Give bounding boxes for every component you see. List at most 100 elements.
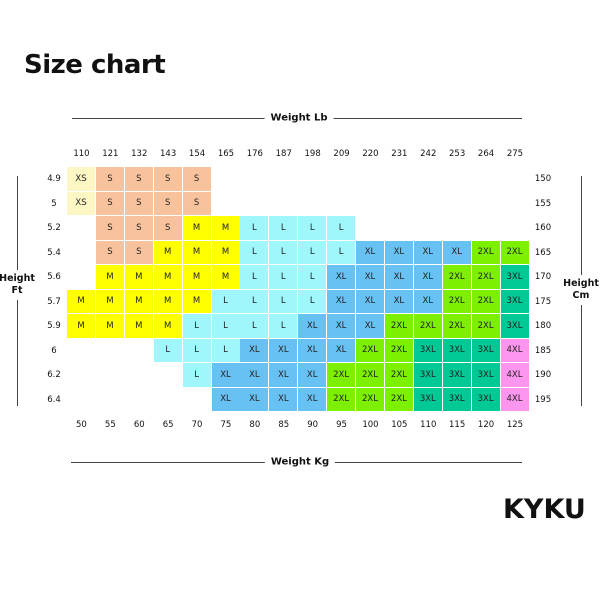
size-cell: XS — [67, 167, 95, 191]
size-cell: XL — [298, 363, 327, 387]
weight-kg-tick: 50 — [76, 420, 87, 430]
size-cell: XL — [298, 338, 327, 362]
weight-lb-tick: 132 — [131, 149, 148, 159]
weight-lb-tick: 220 — [362, 149, 379, 159]
size-cell: 3XL — [500, 265, 529, 289]
size-cell: M — [182, 289, 211, 313]
size-cell: M — [153, 314, 182, 338]
weight-lb-tick: 275 — [506, 149, 524, 159]
weight-kg-tick: 100 — [362, 420, 379, 430]
size-cell: S — [124, 167, 153, 191]
size-cell: XL — [211, 363, 240, 387]
size-cell: S — [95, 240, 124, 264]
weight-kg-tick: 85 — [278, 420, 290, 430]
size-cell: L — [240, 314, 269, 338]
size-cell: XL — [356, 265, 384, 289]
size-cell: XL — [240, 387, 269, 411]
size-cell: L — [211, 289, 240, 313]
size-cell: S — [95, 191, 124, 215]
height-cm-tick: 150 — [534, 174, 552, 185]
size-cell: M — [182, 240, 211, 264]
size-cell: 3XL — [471, 363, 500, 387]
size-cell: 3XL — [500, 314, 529, 338]
weight-lb-tick: 165 — [217, 149, 235, 159]
size-cell: XL — [384, 240, 413, 264]
size-cell: XL — [384, 289, 413, 313]
weight-kg-tick: 60 — [133, 420, 145, 430]
size-cell: 2XL — [500, 240, 529, 264]
size-cell: M — [182, 216, 211, 240]
size-cell: L — [153, 338, 182, 362]
size-cell: M — [182, 265, 211, 289]
height-cm-title: Height Cm — [563, 275, 599, 305]
size-cell: M — [67, 314, 95, 338]
size-cell: XL — [413, 289, 442, 313]
size-cell: L — [269, 289, 298, 313]
size-cell: 2XL — [413, 314, 442, 338]
weight-lb-tick: 264 — [477, 149, 495, 159]
size-cell: 2XL — [356, 363, 384, 387]
size-cell: XL — [327, 314, 356, 338]
height-cm-title-line1: Height — [563, 278, 599, 289]
height-ft-tick: 5.7 — [47, 296, 61, 307]
size-cell: S — [124, 240, 153, 264]
weight-lb-tick: 143 — [160, 149, 177, 159]
weight-kg-tick: 65 — [162, 420, 174, 430]
size-cell: 2XL — [384, 314, 413, 338]
size-cell: XL — [327, 265, 356, 289]
size-cell: M — [124, 289, 153, 313]
size-cell: M — [211, 216, 240, 240]
size-cell: L — [240, 240, 269, 264]
size-cell: L — [240, 265, 269, 289]
height-ft-title: Height Ft — [0, 270, 35, 300]
height-cm-tick: 155 — [534, 198, 552, 209]
size-cell: S — [153, 167, 182, 191]
size-cell: 3XL — [442, 387, 471, 411]
size-cell: XL — [442, 240, 471, 264]
size-cell: M — [124, 314, 153, 338]
size-cell: 2XL — [384, 338, 413, 362]
size-cell: L — [298, 216, 327, 240]
size-cell: M — [95, 265, 124, 289]
weight-lb-tick: 242 — [420, 149, 437, 159]
height-cm-tick: 165 — [534, 247, 552, 258]
size-cell: L — [269, 265, 298, 289]
height-ft-tick: 5 — [51, 198, 57, 209]
size-cell: 2XL — [327, 387, 356, 411]
weight-lb-tick: 187 — [275, 149, 292, 159]
weight-kg-tick: 115 — [449, 420, 466, 430]
size-cell: L — [298, 265, 327, 289]
size-cell: XL — [240, 363, 269, 387]
size-cell: S — [124, 216, 153, 240]
weight-lb-tick: 176 — [246, 149, 263, 159]
size-cell: L — [269, 216, 298, 240]
weight-lb-tick: 231 — [391, 149, 408, 159]
size-cell: XL — [211, 387, 240, 411]
size-cell: XL — [356, 314, 384, 338]
size-cell: S — [153, 216, 182, 240]
height-cm-tick: 195 — [534, 394, 552, 405]
brand-logo: KYKU — [503, 494, 586, 525]
weight-lb-tick: 154 — [188, 149, 206, 159]
size-cell: 2XL — [442, 289, 471, 313]
weight-kg-tick: 95 — [336, 420, 347, 430]
size-cell: M — [124, 265, 153, 289]
size-cell: L — [269, 240, 298, 264]
size-cell: L — [182, 363, 211, 387]
size-cell: S — [153, 191, 182, 215]
weight-kg-title: Weight Kg — [264, 456, 336, 468]
height-cm-tick: 180 — [534, 321, 552, 332]
height-ft-title-line2: Ft — [11, 285, 23, 296]
size-cell: L — [240, 289, 269, 313]
size-cell: 2XL — [356, 338, 384, 362]
size-cell: XL — [413, 265, 442, 289]
height-cm-tick: 190 — [534, 370, 552, 381]
size-cell: XL — [327, 289, 356, 313]
size-cell: 2XL — [327, 363, 356, 387]
size-cell: L — [211, 338, 240, 362]
height-ft-tick: 6.2 — [47, 370, 61, 381]
height-ft-tick: 5.6 — [47, 272, 61, 283]
size-cell: 2XL — [471, 265, 500, 289]
weight-lb-title: Weight Lb — [264, 112, 334, 124]
weight-kg-tick: 105 — [391, 420, 408, 430]
